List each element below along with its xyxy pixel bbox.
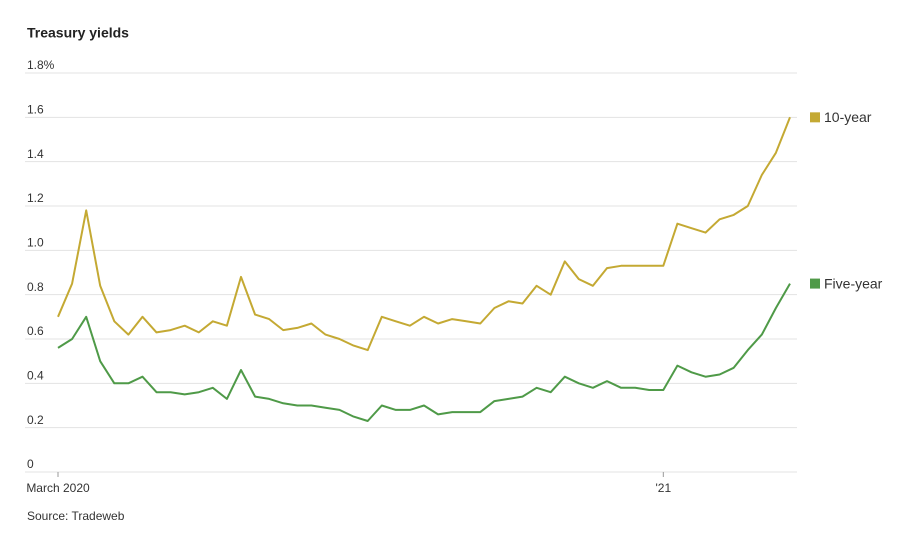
y-tick-label: 1.0 [27,236,44,250]
legend-label: Five-year [824,275,883,291]
y-tick-label: 1.8% [27,58,55,72]
y-tick-label: 0.4 [27,369,44,383]
x-tick-label: March 2020 [26,481,90,495]
y-tick-label: 0.2 [27,413,44,427]
legend-label: 10-year [824,109,872,125]
y-tick-label: 0.6 [27,324,44,338]
y-tick-label: 1.4 [27,147,44,161]
series-line [57,116,791,352]
y-tick-label: 0.8 [27,280,44,294]
legend-swatch [810,112,820,123]
y-tick-label: 0 [27,457,34,471]
legend-swatch [810,278,820,289]
chart-title: Treasury yields [27,25,129,41]
source-note: Source: Tradeweb [27,509,125,523]
series-line [57,283,791,422]
y-tick-label: 1.6 [27,103,44,117]
y-tick-label: 1.2 [27,191,44,205]
x-tick-label: '21 [655,481,671,495]
